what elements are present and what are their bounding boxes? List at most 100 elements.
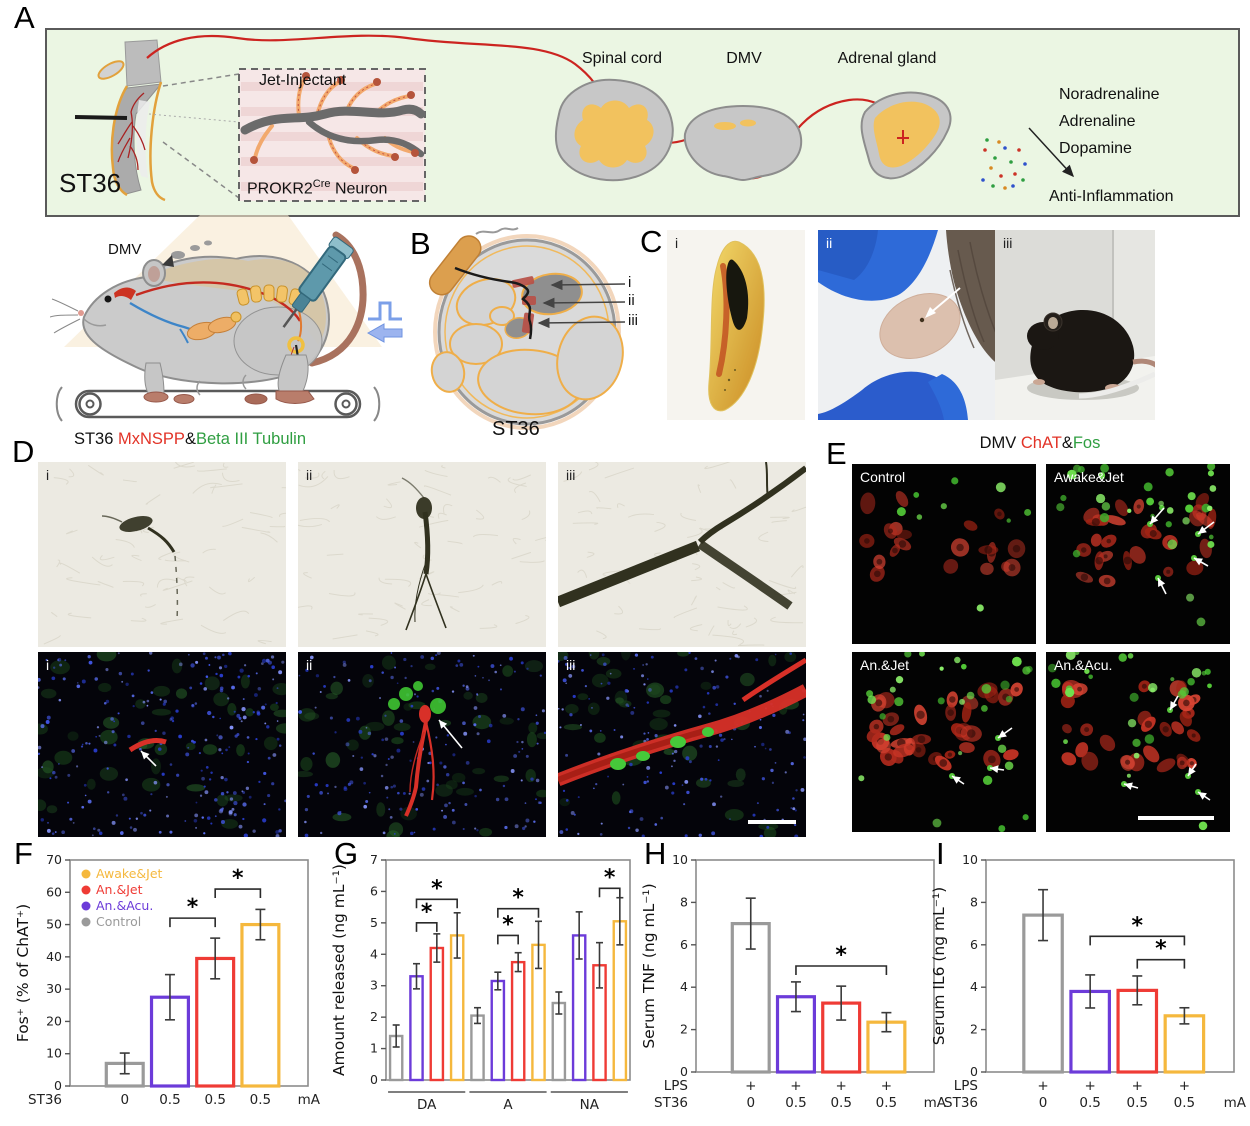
svg-text:0.5: 0.5: [159, 1092, 180, 1108]
panel-c-photo-iii: iii: [995, 230, 1155, 420]
svg-text:0.5: 0.5: [250, 1092, 271, 1108]
sub-label: i: [46, 657, 50, 673]
svg-text:+: +: [836, 1078, 847, 1094]
panel-e-title: DMV ChAT&Fos: [979, 434, 1101, 452]
panel-c-photo-ii: ii: [818, 230, 1008, 420]
mouse-treadmill-illustration: [49, 215, 403, 422]
svg-text:1: 1: [370, 1041, 378, 1056]
adrenal-gland-label: Adrenal gland: [837, 50, 937, 67]
panel-d-title: ST36 MxNSPP&Beta III Tubulin: [73, 430, 307, 448]
jet-injectant-inset: [238, 68, 426, 202]
svg-text:*: *: [1155, 937, 1167, 962]
svg-text:mA: mA: [298, 1092, 321, 1108]
freely-moving-mouse-photo: [995, 230, 1155, 420]
svg-text:*: *: [187, 895, 199, 920]
prokr2-neuron-label: PROKR2Cre Neuron: [247, 178, 388, 198]
marker-ii-label: ii: [628, 292, 635, 309]
hormone-adrenaline: Adrenaline: [1059, 113, 1136, 130]
svg-text:*: *: [431, 876, 443, 901]
svg-text:0: 0: [746, 1095, 755, 1111]
adrenal-gland-icon: [860, 91, 952, 180]
svg-text:0: 0: [680, 1064, 688, 1079]
panel-b-st36-label: ST36: [492, 418, 540, 440]
panel-f-label: F: [14, 836, 33, 871]
svg-text:+: +: [1037, 1078, 1048, 1094]
spinal-cord-icon: [554, 78, 674, 182]
svg-text:*: *: [835, 943, 847, 968]
panel-b-cross-section: i ii iii ST36: [380, 222, 660, 440]
svg-text:6: 6: [970, 937, 978, 952]
micro-d-fluorescence-i: i: [38, 652, 286, 837]
sub-label: iii: [566, 657, 576, 673]
hormone-dopamine: Dopamine: [1059, 140, 1132, 157]
chart-tnf: 0 2 4 6 8 10 Serum TNF (ng mL⁻¹) * LPS + + + + ST36 0 0…: [640, 842, 948, 1126]
panel-a-illustration: [74, 34, 1075, 202]
svg-text:10: 10: [672, 852, 688, 867]
condition-label: Control: [860, 469, 906, 485]
svg-text:0: 0: [370, 1072, 378, 1087]
svg-text:*: *: [512, 886, 524, 911]
micro-e-awake-jet: Awake&Jet: [1046, 464, 1230, 644]
svg-text:DA: DA: [417, 1097, 437, 1113]
anti-inflammation-label: Anti-Inflammation: [1049, 188, 1174, 205]
svg-text:5: 5: [370, 915, 378, 930]
chart-fos: 0 10 20 30 40 50 60 70 Fos⁺ (% of ChAT⁺) * * ST36 0 0…: [14, 842, 322, 1126]
panel-i-label: I: [936, 836, 945, 871]
micro-d-fluorescence-iii: iii: [558, 652, 806, 837]
svg-text:10: 10: [962, 852, 978, 867]
jet-injectant-label: Jet-Injectant: [259, 72, 347, 89]
svg-text:70: 70: [46, 852, 62, 867]
electrical-pulse-icon: [366, 301, 403, 343]
svg-text:+: +: [1132, 1078, 1143, 1094]
svg-text:50: 50: [46, 917, 62, 932]
panel-b-label: B: [410, 226, 431, 261]
micro-d-brightfield-ii: ii: [298, 462, 546, 647]
svg-text:6: 6: [680, 937, 688, 952]
jet-injector-icon: [282, 236, 354, 328]
condition-label: An.&Acu.: [1054, 657, 1113, 673]
svg-text:0.5: 0.5: [876, 1095, 897, 1111]
svg-text:3: 3: [370, 978, 378, 993]
leg-cross-section-illustration: [428, 227, 626, 430]
svg-text:Control: Control: [96, 914, 141, 929]
svg-text:0.5: 0.5: [830, 1095, 851, 1111]
svg-text:LPS: LPS: [954, 1078, 978, 1094]
svg-text:2: 2: [680, 1022, 688, 1037]
micro-e-control: Control: [852, 464, 1036, 644]
st36-label: ST36: [59, 168, 122, 198]
sub-label: iii: [1003, 235, 1013, 251]
svg-text:40: 40: [46, 949, 62, 964]
panel-h-label: H: [644, 836, 667, 871]
panel-g-label: G: [334, 836, 359, 871]
dmv-icon: [683, 104, 803, 182]
panel-d-label: D: [12, 434, 35, 469]
panel-a-label: A: [14, 0, 35, 35]
svg-text:ST36: ST36: [654, 1095, 688, 1111]
svg-text:An.&Acu.: An.&Acu.: [96, 898, 153, 913]
svg-text:0.5: 0.5: [1174, 1095, 1195, 1111]
spinal-cord-label: Spinal cord: [581, 50, 663, 67]
marker-iii-label: iii: [628, 312, 638, 329]
micro-d-brightfield-i: i: [38, 462, 286, 647]
sub-label: ii: [306, 467, 313, 483]
svg-text:7: 7: [370, 852, 378, 867]
svg-text:Serum IL6 (ng mL⁻¹): Serum IL6 (ng mL⁻¹): [930, 887, 948, 1045]
serum-il6-bar-chart: 0 2 4 6 8 10 Serum IL6 (ng mL⁻¹) * * LPS + + + + ST36 0…: [930, 852, 1247, 1111]
svg-text:4: 4: [680, 979, 688, 994]
condition-label: An.&Jet: [860, 657, 910, 673]
dmv-label: DMV: [726, 50, 762, 67]
sub-label: i: [675, 235, 679, 251]
svg-text:Fos⁺ (% of ChAT⁺): Fos⁺ (% of ChAT⁺): [14, 904, 32, 1042]
micro-e-an-acu: An.&Acu.: [1046, 652, 1230, 832]
leg-icon: [74, 39, 166, 202]
condition-label: Awake&Jet: [1054, 469, 1124, 485]
acupoint-injection-photo: [818, 230, 1008, 420]
svg-text:0.5: 0.5: [1079, 1095, 1100, 1111]
svg-text:An.&Jet: An.&Jet: [96, 882, 143, 897]
svg-text:+: +: [1179, 1078, 1190, 1094]
svg-text:Serum TNF (ng mL⁻¹): Serum TNF (ng mL⁻¹): [640, 883, 658, 1048]
svg-text:0: 0: [120, 1092, 129, 1108]
svg-text:*: *: [1132, 913, 1144, 938]
anti-inflammation-arrow-icon: [1028, 127, 1075, 178]
